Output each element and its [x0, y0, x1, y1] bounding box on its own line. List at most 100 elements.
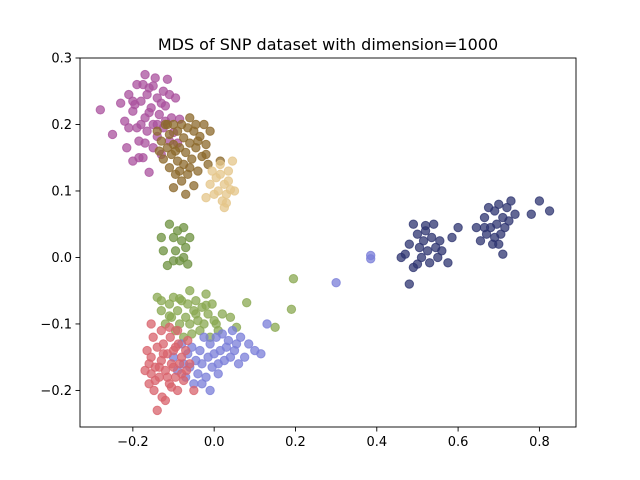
x-tick-label: 0.2: [285, 435, 306, 450]
scatter-point: [185, 232, 195, 243]
scatter-point: [223, 166, 234, 176]
scatter-point: [168, 232, 179, 243]
scatter-point: [154, 362, 164, 372]
scatter-point: [215, 169, 225, 180]
scatter-point: [262, 319, 272, 329]
scatter-point: [205, 385, 215, 396]
scatter-point: [213, 186, 223, 196]
scatter-point: [201, 300, 211, 311]
scatter-point: [189, 180, 199, 191]
scatter-point: [140, 138, 150, 148]
scatter-point: [191, 295, 201, 306]
scatter-point: [174, 166, 185, 176]
scatter-point: [144, 359, 154, 369]
scatter-point: [203, 309, 213, 319]
scatter-point: [203, 159, 213, 170]
scatter-point: [124, 89, 134, 100]
scatter-point: [215, 159, 225, 170]
scatter-point: [183, 299, 193, 309]
scatter-point: [138, 79, 148, 90]
scatter-point: [414, 242, 425, 253]
scatter-point: [149, 385, 159, 396]
scatter-point: [168, 256, 179, 266]
x-tick-label: 0.0: [204, 435, 225, 450]
scatter-point: [144, 167, 154, 178]
scatter-point: [479, 222, 490, 233]
scatter-point: [475, 236, 486, 246]
scatter-point: [181, 147, 191, 158]
scatter-point: [426, 232, 437, 243]
scatter-point: [201, 139, 211, 150]
scatter-point: [154, 146, 164, 156]
scatter-point: [435, 236, 445, 246]
scatter-point: [494, 199, 504, 209]
scatter-point: [156, 98, 167, 108]
scatter-point: [443, 258, 453, 268]
scatter-point: [412, 229, 423, 239]
scatter-point: [170, 342, 181, 352]
scatter-point: [189, 385, 199, 396]
scatter-point: [162, 74, 173, 84]
scatter-point: [492, 219, 502, 229]
scatter-point: [231, 339, 242, 349]
scatter-point: [187, 329, 197, 339]
scatter-point: [148, 81, 158, 91]
scatter-point: [162, 119, 173, 130]
scatter-point: [172, 325, 183, 336]
scatter-point: [223, 335, 234, 346]
scatter-point: [199, 119, 209, 130]
scatter-point: [286, 304, 297, 315]
scatter-point: [211, 319, 221, 329]
scatter-point: [205, 339, 215, 349]
scatter-point: [502, 202, 512, 213]
scatter-point: [229, 186, 240, 196]
scatter-point: [489, 232, 500, 243]
scatter-point: [181, 189, 191, 200]
scatter-point: [144, 107, 154, 118]
scatter-point: [168, 362, 179, 372]
scatter-point: [195, 345, 205, 356]
scatter-point: [193, 136, 203, 146]
scatter-point: [429, 219, 439, 229]
scatter-point: [140, 69, 150, 80]
y-tick-label: 0.1: [51, 184, 72, 199]
scatter-point: [170, 246, 181, 256]
scatter-point: [154, 109, 164, 120]
scatter-point: [221, 198, 232, 208]
scatter-point: [422, 246, 433, 256]
scatter-point: [176, 236, 187, 246]
scatter-point: [164, 163, 175, 173]
scatter-point: [489, 206, 500, 216]
scatter-point: [433, 252, 443, 263]
scatter-point: [201, 192, 211, 203]
scatter-point: [201, 289, 211, 299]
scatter-point: [183, 335, 193, 346]
scatter-point: [213, 369, 223, 379]
scatter-point: [193, 369, 203, 379]
scatter-point: [544, 206, 555, 216]
plot-frame: [79, 57, 577, 428]
scatter-point: [178, 222, 189, 233]
scatter-point: [225, 312, 236, 322]
scatter-point: [201, 149, 211, 160]
scatter-point: [174, 293, 185, 304]
chart-title: MDS of SNP dataset with dimension=1000: [158, 35, 498, 54]
scatter-point: [500, 222, 510, 233]
scatter-point: [107, 129, 118, 140]
scatter-point: [534, 196, 545, 206]
scatter-point: [168, 182, 179, 193]
scatter-point: [217, 329, 228, 339]
scatter-point: [195, 325, 205, 336]
scatter-point: [418, 236, 429, 246]
x-tick-label: 0.6: [448, 435, 469, 450]
scatter-point: [185, 113, 195, 123]
y-tick-label: −0.2: [40, 384, 72, 399]
scatter-point: [178, 133, 189, 143]
scatter-point: [176, 352, 187, 362]
y-tick-label: 0.0: [51, 251, 72, 266]
scatter-point: [185, 286, 195, 296]
scatter-point: [244, 339, 254, 349]
scatter-point: [150, 73, 160, 83]
scatter-point: [408, 262, 419, 273]
scatter-point: [396, 252, 406, 263]
